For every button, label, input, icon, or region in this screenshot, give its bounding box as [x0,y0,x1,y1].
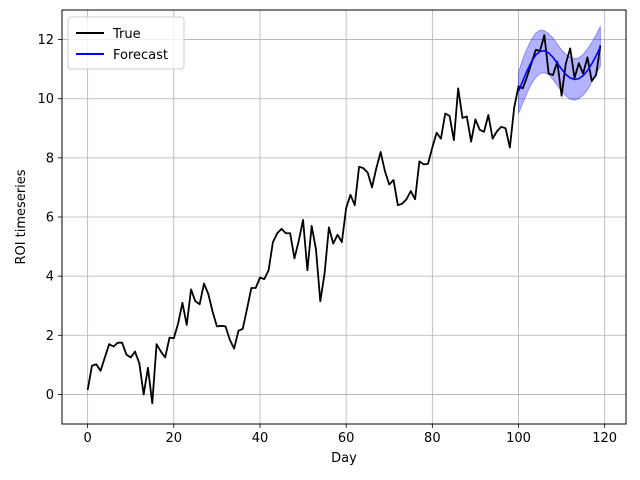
series-line-forecast [517,46,602,92]
legend-label-true: True [112,27,141,42]
x-tick-label: 40 [252,431,269,446]
y-axis: 0 2 4 6 8 10 12 [37,33,62,403]
y-tick-label: 12 [37,33,54,48]
grid [62,10,626,424]
legend-box [67,16,185,70]
y-tick-label: 0 [46,388,54,403]
x-tick-label: 60 [338,431,355,446]
series-lines [86,34,602,405]
forecast-band [518,26,601,114]
x-tick-label: 80 [424,431,441,446]
x-tick-label: 120 [592,431,617,446]
x-tick-label: 0 [83,431,91,446]
x-tick-label: 100 [506,431,531,446]
legend-label-forecast: Forecast [113,48,168,63]
x-tick-label: 20 [166,431,183,446]
x-axis: 0 20 40 60 80 100 120 [83,424,617,446]
y-tick-label: 4 [46,270,54,285]
y-tick-label: 6 [46,211,54,226]
confidence-band [518,26,601,114]
x-axis-label: Day [331,451,357,466]
y-tick-label: 10 [37,92,54,107]
series-line-true [86,34,602,405]
y-axis-label: ROI timeseries [14,169,29,264]
y-tick-label: 2 [46,329,54,344]
y-tick-label: 8 [46,151,54,166]
legend: True Forecast [67,16,185,70]
